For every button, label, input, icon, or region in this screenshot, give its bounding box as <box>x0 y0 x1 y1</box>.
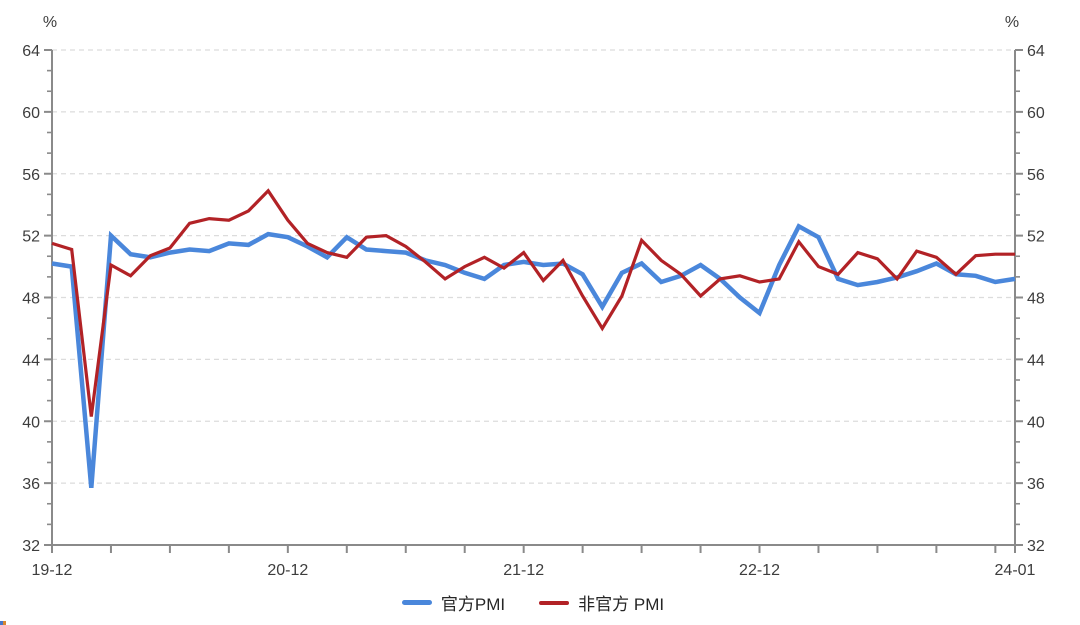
unofficial-pmi-legend-swatch <box>539 600 570 605</box>
svg-text:40: 40 <box>22 414 40 431</box>
x-axis-ticks <box>51 545 1016 553</box>
svg-text:48: 48 <box>22 291 40 308</box>
svg-text:48: 48 <box>1027 291 1045 308</box>
svg-text:64: 64 <box>1027 43 1045 60</box>
official-pmi-legend-label: 官方PMI <box>440 595 506 614</box>
official-pmi-legend-swatch <box>401 600 432 605</box>
svg-text:60: 60 <box>22 105 40 122</box>
svg-text:21-12: 21-12 <box>503 562 544 579</box>
right-axis-labels: 32 36 40 44 48 52 56 60 64 <box>1027 43 1045 555</box>
legend-item-unofficial-pmi: 非官方 PMI <box>539 590 664 615</box>
svg-text:64: 64 <box>22 43 40 60</box>
svg-text:32: 32 <box>22 538 40 555</box>
svg-text:36: 36 <box>22 476 40 493</box>
unofficial-pmi-legend-label: 非官方 PMI <box>578 595 665 614</box>
svg-text:36: 36 <box>1027 476 1045 493</box>
svg-text:40: 40 <box>1027 414 1045 431</box>
unofficial-pmi-line <box>51 188 1015 417</box>
svg-text:44: 44 <box>1027 352 1045 369</box>
legend: 官方PMI 非官方 PMI <box>0 590 1066 615</box>
x-axis-labels: 19-12 20-12 21-12 22-12 24-01 <box>32 562 1036 579</box>
svg-text:56: 56 <box>1027 167 1045 184</box>
svg-text:56: 56 <box>22 167 40 184</box>
svg-text:19-12: 19-12 <box>32 562 73 579</box>
official-pmi-line <box>51 223 1016 488</box>
y-gridlines <box>52 49 1015 484</box>
left-axis-ticks <box>44 49 52 546</box>
svg-text:20-12: 20-12 <box>267 562 308 579</box>
svg-text:52: 52 <box>1027 229 1045 246</box>
svg-text:24-01: 24-01 <box>995 562 1036 579</box>
pmi-line-chart: 32 36 40 44 48 52 56 60 64 32 36 40 44 48 52 56 60 64 19… <box>22 14 1045 579</box>
right-axis-ticks <box>1015 49 1023 546</box>
left-axis-labels: 32 36 40 44 48 52 56 60 64 <box>22 43 40 555</box>
svg-text:32: 32 <box>1027 538 1045 555</box>
series-lines <box>51 188 1016 488</box>
svg-text:44: 44 <box>22 352 40 369</box>
svg-text:52: 52 <box>22 229 40 246</box>
svg-text:%: % <box>43 14 57 31</box>
svg-text:60: 60 <box>1027 105 1045 122</box>
axis-unit-labels: %% <box>43 14 1019 31</box>
svg-text:22-12: 22-12 <box>739 562 780 579</box>
legend-item-official-pmi: 官方PMI <box>401 590 506 615</box>
corner-artifact-dot <box>0 621 6 625</box>
svg-text:%: % <box>1005 14 1019 31</box>
